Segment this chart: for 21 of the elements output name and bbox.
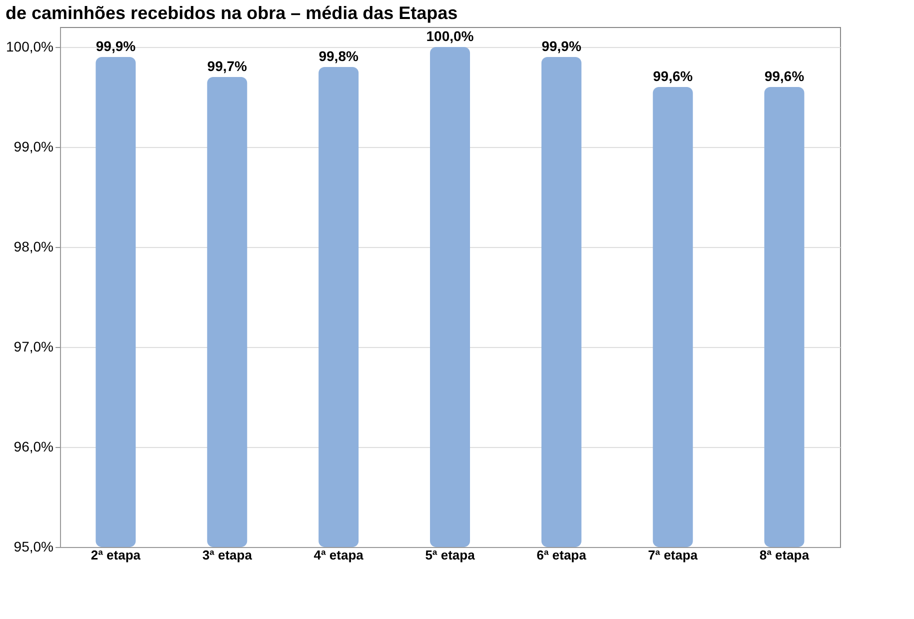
data-label: 99,8% [318,48,359,64]
y-tick-label: 97,0% [14,338,54,354]
data-label: 99,7% [207,58,248,74]
x-tick-label: 8ª etapa [759,548,810,562]
y-tick-label: 100,0% [6,38,54,54]
y-tick-label: 95,0% [14,538,54,554]
chart-title: de caminhões recebidos na obra – média das Etapas [6,3,458,23]
data-label: 99,9% [542,38,582,54]
data-label: 99,6% [653,68,694,84]
x-tick-label: 5ª etapa [425,548,476,562]
y-tick-label: 99,0% [14,138,54,154]
x-tick-label: 4ª etapa [314,548,364,562]
data-label: 99,9% [96,38,136,54]
x-tick-label: 7ª etapa [648,548,698,562]
y-tick-label: 98,0% [14,238,54,254]
x-tick-label: 3ª etapa [202,548,253,562]
x-tick-label: 6ª etapa [536,548,587,562]
data-label: 100,0% [426,28,474,44]
y-tick-label: 96,0% [14,438,54,454]
x-tick-label: 2ª etapa [90,548,142,562]
data-label: 99,6% [764,68,805,84]
